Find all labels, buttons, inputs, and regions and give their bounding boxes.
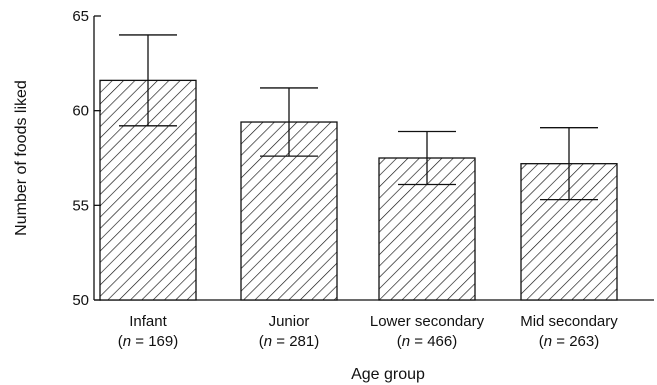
sample-size-value: = 466): [410, 333, 457, 350]
category-label: Lower secondary: [370, 313, 485, 330]
sample-size-open: (: [259, 333, 264, 350]
sample-size-value: = 281): [272, 333, 319, 350]
sample-size-symbol: n: [123, 333, 131, 350]
error-bar: [119, 34, 177, 127]
category-label: Infant: [129, 313, 167, 330]
error-bar: [398, 130, 456, 186]
y-ticks: 50 55 60 65: [72, 8, 101, 309]
sample-size-symbol: n: [544, 333, 552, 350]
y-tick-label: 65: [72, 8, 89, 25]
sample-size-open: (: [397, 333, 402, 350]
sample-size-label: (n = 263): [539, 333, 599, 350]
y-tick-label: 60: [72, 103, 89, 120]
error-bar: [260, 87, 318, 157]
error-bars: [119, 34, 598, 201]
category-labels: Infant(n = 169)Junior(n = 281)Lower seco…: [118, 313, 619, 350]
sample-size-value: = 263): [552, 333, 599, 350]
sample-size-value: = 169): [131, 333, 178, 350]
y-tick-label: 50: [72, 292, 89, 309]
sample-size-label: (n = 281): [259, 333, 319, 350]
sample-size-open: (: [539, 333, 544, 350]
y-tick-label: 55: [72, 197, 89, 214]
error-bar: [540, 127, 598, 201]
sample-size-symbol: n: [264, 333, 272, 350]
sample-size-symbol: n: [402, 333, 410, 350]
category-label: Junior: [269, 313, 310, 330]
category-label: Mid secondary: [520, 313, 618, 330]
bars: [99, 79, 618, 301]
sample-size-label: (n = 466): [397, 333, 457, 350]
sample-size-label: (n = 169): [118, 333, 178, 350]
sample-size-open: (: [118, 333, 123, 350]
y-axis-title: Number of foods liked: [13, 80, 30, 236]
x-axis-title: Age group: [351, 366, 425, 383]
